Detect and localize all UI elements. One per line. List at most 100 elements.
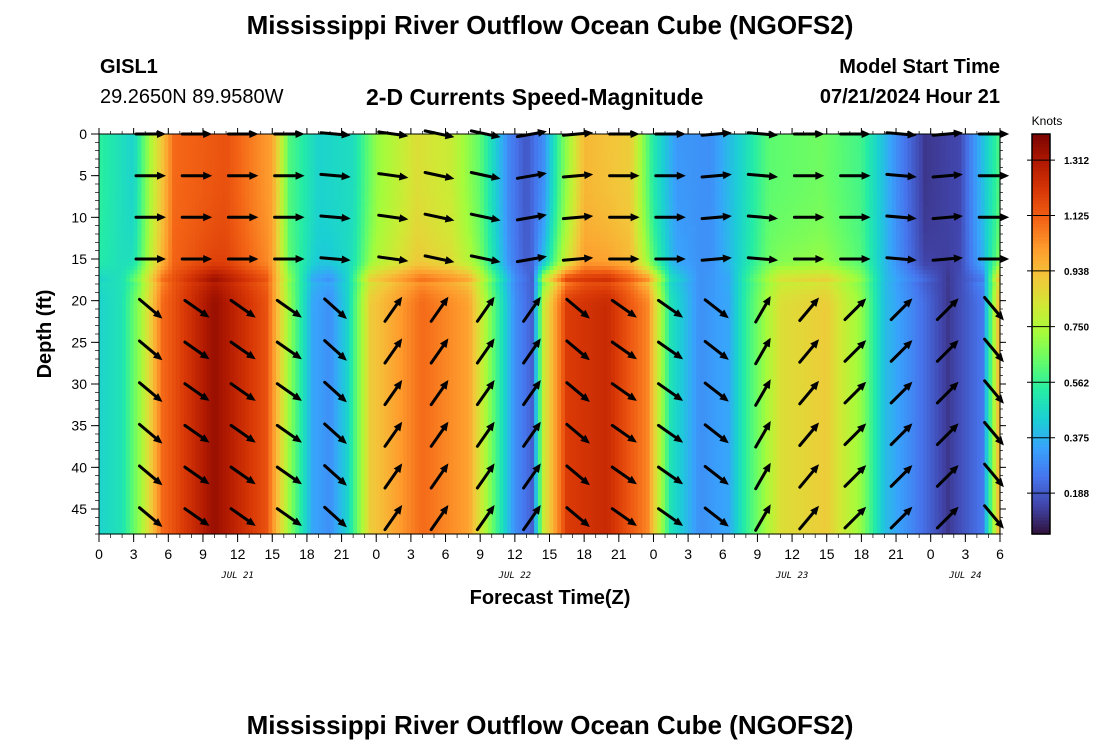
heatmap-cell bbox=[211, 150, 215, 155]
heatmap-cell bbox=[576, 202, 580, 207]
heatmap-cell bbox=[145, 166, 149, 171]
heatmap-cell bbox=[888, 202, 892, 207]
heatmap-cell bbox=[642, 182, 646, 187]
heatmap-cell bbox=[973, 166, 977, 171]
heatmap-cell bbox=[138, 210, 142, 215]
heatmap-cell bbox=[854, 206, 858, 211]
heatmap-cell bbox=[238, 186, 242, 191]
heatmap-cell bbox=[114, 198, 118, 203]
heatmap-cell bbox=[338, 142, 342, 147]
heatmap-cell bbox=[149, 170, 153, 175]
heatmap-cell bbox=[911, 206, 915, 211]
heatmap-cell bbox=[850, 190, 854, 195]
heatmap-cell bbox=[515, 202, 519, 207]
heatmap-cell bbox=[827, 154, 831, 159]
heatmap-cell bbox=[850, 142, 854, 147]
heatmap-cell bbox=[438, 182, 442, 187]
heatmap-cell bbox=[519, 162, 523, 167]
heatmap-cell bbox=[742, 186, 746, 191]
heatmap-cell bbox=[168, 142, 172, 147]
heatmap-cell bbox=[480, 154, 484, 159]
heatmap-cell bbox=[230, 186, 234, 191]
heatmap-cell bbox=[122, 218, 126, 223]
heatmap-cell bbox=[723, 154, 727, 159]
heatmap-cell bbox=[384, 202, 388, 207]
heatmap-cell bbox=[526, 170, 530, 175]
heatmap-cell bbox=[245, 166, 249, 171]
heatmap-cell bbox=[819, 178, 823, 183]
heatmap-cell bbox=[877, 186, 881, 191]
heatmap-cell bbox=[499, 210, 503, 215]
heatmap-cell bbox=[307, 190, 311, 195]
heatmap-cell bbox=[384, 138, 388, 143]
heatmap-cell bbox=[484, 154, 488, 159]
heatmap-cell bbox=[757, 206, 761, 211]
heatmap-cell bbox=[426, 162, 430, 167]
heatmap-cell bbox=[191, 190, 195, 195]
heatmap-cell bbox=[265, 206, 269, 211]
heatmap-cell bbox=[761, 190, 765, 195]
heatmap-cell bbox=[754, 186, 758, 191]
heatmap-cell bbox=[507, 146, 511, 151]
heatmap-cell bbox=[988, 154, 992, 159]
heatmap-cell bbox=[188, 170, 192, 175]
heatmap-cell bbox=[858, 202, 862, 207]
heatmap-cell bbox=[900, 138, 904, 143]
heatmap-cell bbox=[515, 138, 519, 143]
heatmap-cell bbox=[361, 162, 365, 167]
heatmap-cell bbox=[507, 190, 511, 195]
heatmap-cell bbox=[692, 162, 696, 167]
heatmap-cell bbox=[877, 162, 881, 167]
heatmap-cell bbox=[438, 162, 442, 167]
heatmap-cell bbox=[168, 210, 172, 215]
heatmap-cell bbox=[677, 194, 681, 199]
heatmap-cell bbox=[638, 162, 642, 167]
heatmap-cell bbox=[469, 138, 473, 143]
heatmap-cell bbox=[288, 154, 292, 159]
heatmap-cell bbox=[261, 218, 265, 223]
heatmap-cell bbox=[815, 154, 819, 159]
heatmap-cell bbox=[711, 210, 715, 215]
heatmap-cell bbox=[149, 150, 153, 155]
heatmap-cell bbox=[603, 158, 607, 163]
heatmap-cell bbox=[992, 178, 996, 183]
heatmap-cell bbox=[657, 194, 661, 199]
heatmap-cell bbox=[931, 198, 935, 203]
heatmap-cell bbox=[784, 142, 788, 147]
heatmap-cell bbox=[911, 178, 915, 183]
heatmap-cell bbox=[773, 202, 777, 207]
heatmap-cell bbox=[630, 190, 634, 195]
heatmap-cell bbox=[730, 198, 734, 203]
heatmap-cell bbox=[754, 162, 758, 167]
heatmap-cell bbox=[538, 182, 542, 187]
heatmap-cell bbox=[923, 146, 927, 151]
heatmap-cell bbox=[623, 202, 627, 207]
heatmap-cell bbox=[946, 142, 950, 147]
heatmap-cell bbox=[761, 202, 765, 207]
heatmap-cell bbox=[877, 146, 881, 151]
heatmap-cell bbox=[773, 138, 777, 143]
heatmap-cell bbox=[792, 146, 796, 151]
heatmap-cell bbox=[515, 154, 519, 159]
heatmap-cell bbox=[230, 178, 234, 183]
heatmap-cell bbox=[754, 202, 758, 207]
heatmap-cell bbox=[176, 134, 180, 139]
heatmap-cell bbox=[931, 170, 935, 175]
heatmap-cell bbox=[603, 162, 607, 167]
heatmap-cell bbox=[846, 198, 850, 203]
heatmap-cell bbox=[453, 214, 457, 219]
heatmap-cell bbox=[261, 210, 265, 215]
heatmap-cell bbox=[149, 210, 153, 215]
heatmap-cell bbox=[904, 166, 908, 171]
heatmap-cell bbox=[611, 150, 615, 155]
heatmap-cell bbox=[603, 178, 607, 183]
heatmap-cell bbox=[546, 202, 550, 207]
heatmap-cell bbox=[434, 194, 438, 199]
heatmap-cell bbox=[881, 178, 885, 183]
heatmap-cell bbox=[942, 170, 946, 175]
heatmap-cell bbox=[627, 146, 631, 151]
heatmap-cell bbox=[357, 210, 361, 215]
heatmap-cell bbox=[838, 158, 842, 163]
heatmap-cell bbox=[557, 194, 561, 199]
heatmap-cell bbox=[988, 186, 992, 191]
